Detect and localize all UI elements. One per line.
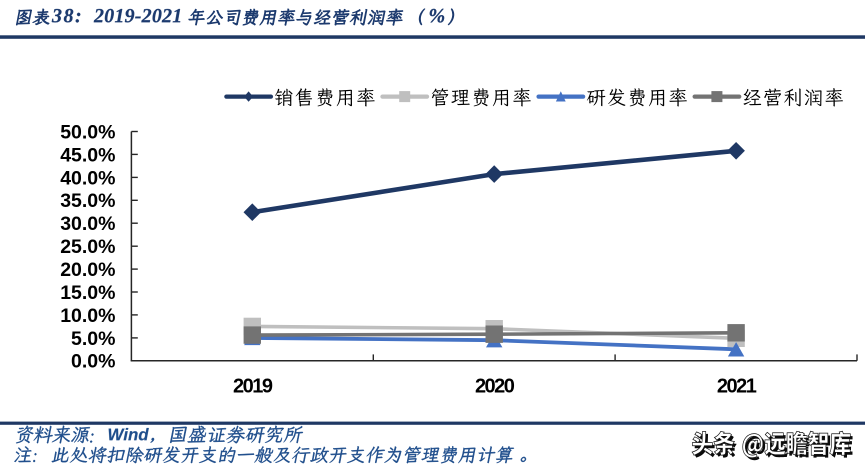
svg-text:10.0%: 10.0% [60, 305, 115, 327]
svg-text:20.0%: 20.0% [60, 259, 115, 281]
svg-text:2021: 2021 [717, 376, 757, 398]
svg-text:25.0%: 25.0% [60, 236, 115, 258]
svg-text:40.0%: 40.0% [60, 167, 115, 189]
svg-text:30.0%: 30.0% [60, 213, 115, 235]
svg-text:0.0%: 0.0% [71, 351, 115, 373]
svg-text:15.0%: 15.0% [60, 282, 115, 304]
svg-text:2019: 2019 [233, 376, 273, 398]
svg-text:2020: 2020 [475, 376, 515, 398]
svg-text:45.0%: 45.0% [60, 144, 115, 166]
svg-text:50.0%: 50.0% [60, 121, 115, 143]
svg-text:5.0%: 5.0% [71, 328, 115, 350]
svg-text:35.0%: 35.0% [60, 190, 115, 212]
